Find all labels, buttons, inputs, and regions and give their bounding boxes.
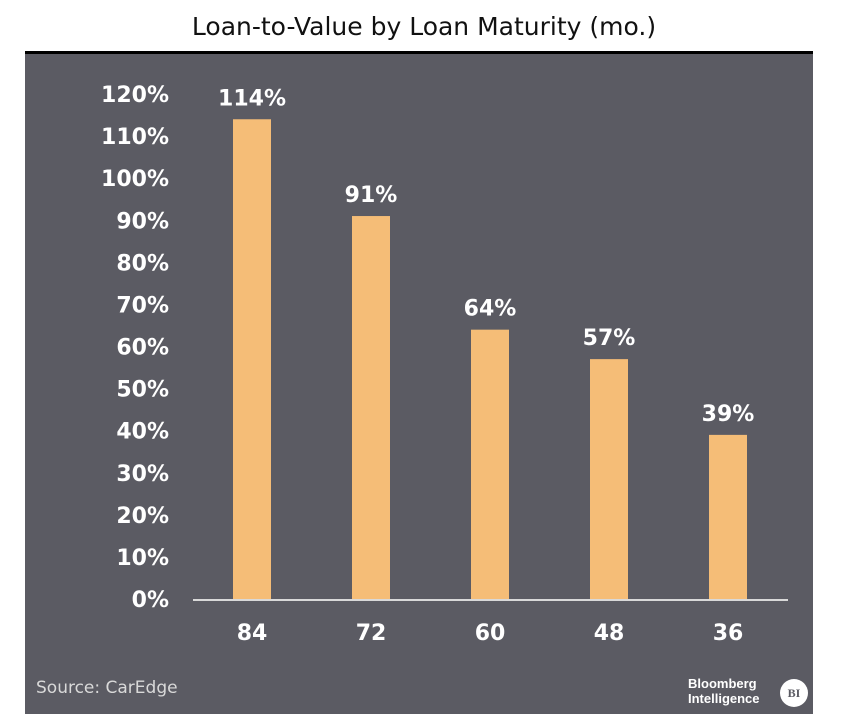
title-divider bbox=[25, 51, 813, 54]
y-tick-label: 40% bbox=[116, 420, 169, 445]
bar bbox=[352, 216, 390, 599]
y-tick-label: 100% bbox=[101, 167, 169, 192]
x-tick-label: 60 bbox=[475, 621, 506, 646]
y-tick-label: 60% bbox=[116, 336, 169, 361]
brand-line-2: Intelligence bbox=[688, 691, 760, 706]
x-tick-label: 84 bbox=[237, 621, 268, 646]
brand-logo: Bloomberg Intelligence bbox=[688, 676, 760, 706]
y-tick-label: 90% bbox=[116, 209, 169, 234]
y-tick-label: 120% bbox=[101, 83, 169, 108]
bi-badge-icon: BI bbox=[780, 679, 808, 707]
x-tick-label: 36 bbox=[713, 621, 744, 646]
data-label: 39% bbox=[702, 402, 755, 427]
data-label: 114% bbox=[218, 86, 286, 111]
bar bbox=[471, 329, 509, 599]
x-tick-label: 48 bbox=[594, 621, 625, 646]
chart-title: Loan-to-Value by Loan Maturity (mo.) bbox=[191, 12, 657, 41]
source-note: Source: CarEdge bbox=[36, 678, 178, 698]
brand-line-1: Bloomberg bbox=[688, 676, 757, 691]
data-label: 64% bbox=[464, 297, 517, 322]
data-label: 57% bbox=[583, 326, 636, 351]
x-tick-label: 72 bbox=[356, 621, 387, 646]
y-tick-label: 110% bbox=[101, 125, 169, 150]
data-label: 91% bbox=[345, 183, 398, 208]
y-tick-label: 10% bbox=[116, 546, 169, 571]
y-tick-label: 50% bbox=[116, 378, 169, 403]
chart-panel bbox=[25, 54, 813, 714]
bar bbox=[590, 359, 628, 599]
y-tick-label: 30% bbox=[116, 462, 169, 487]
y-tick-label: 80% bbox=[116, 251, 169, 276]
bar bbox=[709, 434, 747, 599]
y-tick-label: 0% bbox=[132, 588, 169, 613]
bar bbox=[233, 119, 271, 599]
y-tick-label: 20% bbox=[116, 504, 169, 529]
y-tick-label: 70% bbox=[116, 293, 169, 318]
